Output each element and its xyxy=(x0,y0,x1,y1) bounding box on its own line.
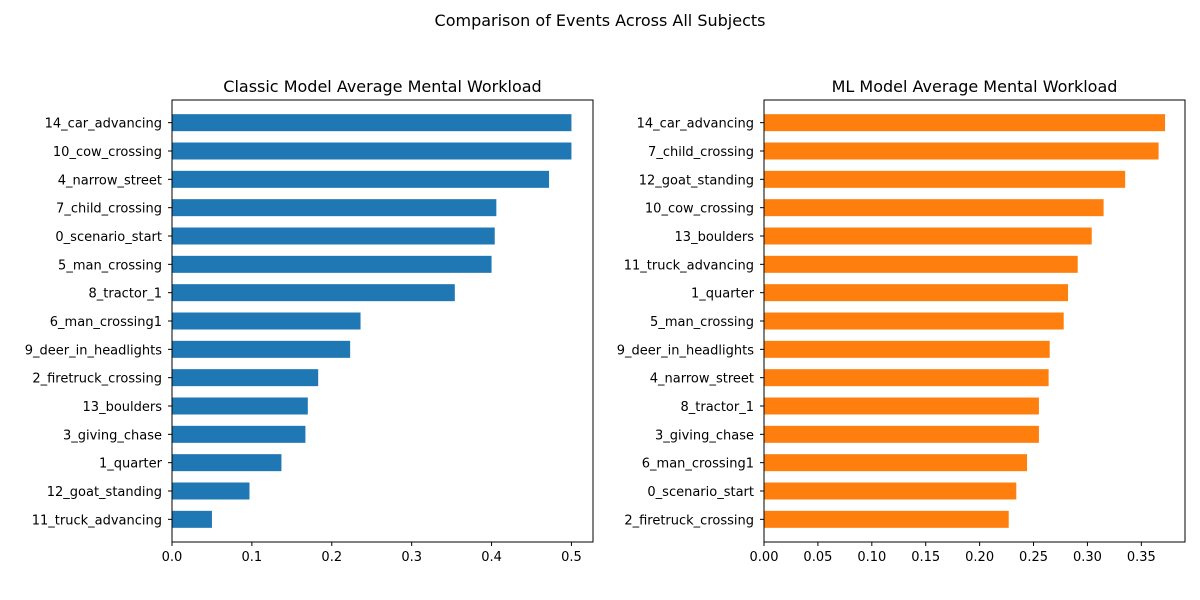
ml-xtick-label: 0.35 xyxy=(1127,550,1156,565)
ml-category-label: 9_deer_in_headlights xyxy=(617,343,754,358)
classic-bar-9_deer_in_headlights xyxy=(172,340,351,358)
ml-category-label: 3_giving_chase xyxy=(655,428,754,443)
ml-bar-5_man_crossing xyxy=(764,312,1064,330)
classic-category-label: 2_firetruck_crossing xyxy=(32,372,162,387)
classic-category-label: 3_giving_chase xyxy=(63,428,162,443)
classic-model-chart: Classic Model Average Mental Workload 14_… xyxy=(25,77,594,565)
ml-xtick-label: 0.30 xyxy=(1073,550,1102,565)
classic-category-label: 9_deer_in_headlights xyxy=(25,343,162,358)
figure-suptitle: Comparison of Events Across All Subjects xyxy=(435,11,766,30)
ml-category-label: 2_firetruck_crossing xyxy=(624,513,754,528)
classic-category-label: 4_narrow_street xyxy=(58,173,162,188)
classic-category-label: 11_truck_advancing xyxy=(32,513,162,528)
classic-bar-0_scenario_start xyxy=(172,227,495,245)
ml-category-label: 11_truck_advancing xyxy=(624,258,754,273)
classic-bar-14_car_advancing xyxy=(172,114,572,132)
classic-bar-7_child_crossing xyxy=(172,199,497,217)
ml-bar-0_scenario_start xyxy=(764,482,1017,500)
classic-xtick-label: 0.4 xyxy=(481,550,502,565)
ml-bar-3_giving_chase xyxy=(764,425,1039,443)
classic-bar-8_tractor_1 xyxy=(172,284,455,302)
classic-bar-4_narrow_street xyxy=(172,170,550,188)
ml-category-label: 4_narrow_street xyxy=(650,372,754,387)
classic-bar-1_quarter xyxy=(172,454,282,472)
ml-bar-13_boulders xyxy=(764,227,1092,245)
ml-xtick-label: 0.10 xyxy=(857,550,886,565)
classic-category-label: 5_man_crossing xyxy=(58,258,162,273)
ml-bar-7_child_crossing xyxy=(764,142,1159,160)
ml-category-label: 13_boulders xyxy=(675,230,755,245)
ml-bar-10_cow_crossing xyxy=(764,199,1104,217)
classic-category-label: 6_man_crossing1 xyxy=(50,315,162,330)
ml-category-label: 10_cow_crossing xyxy=(645,202,754,217)
classic-category-label: 0_scenario_start xyxy=(55,230,162,245)
ml-category-label: 7_child_crossing xyxy=(648,145,754,160)
ml-bar-2_firetruck_crossing xyxy=(764,510,1009,528)
ml-category-label: 14_car_advancing xyxy=(637,117,754,132)
classic-chart-title: Classic Model Average Mental Workload xyxy=(223,77,541,96)
classic-category-label: 14_car_advancing xyxy=(45,117,162,132)
ml-bar-6_man_crossing1 xyxy=(764,454,1028,472)
ml-bar-1_quarter xyxy=(764,284,1069,302)
ml-xtick-label: 0.15 xyxy=(911,550,940,565)
classic-bar-3_giving_chase xyxy=(172,425,306,443)
classic-category-label: 13_boulders xyxy=(83,400,163,415)
ml-bar-14_car_advancing xyxy=(764,114,1166,132)
classic-category-label: 1_quarter xyxy=(99,457,163,472)
ml-xtick-label: 0.05 xyxy=(803,550,832,565)
ml-chart-title: ML Model Average Mental Workload xyxy=(832,77,1118,96)
ml-bar-9_deer_in_headlights xyxy=(764,340,1050,358)
ml-xtick-label: 0.00 xyxy=(750,550,779,565)
ml-category-label: 6_man_crossing1 xyxy=(642,457,754,472)
classic-bar-2_firetruck_crossing xyxy=(172,369,319,387)
classic-xtick-label: 0.1 xyxy=(242,550,263,565)
classic-xtick-label: 0.0 xyxy=(162,550,183,565)
classic-category-label: 12_goat_standing xyxy=(47,485,162,500)
ml-bar-8_tractor_1 xyxy=(764,397,1039,415)
classic-category-label: 10_cow_crossing xyxy=(53,145,162,160)
ml-bar-12_goat_standing xyxy=(764,170,1126,188)
classic-xtick-label: 0.2 xyxy=(321,550,342,565)
ml-category-label: 1_quarter xyxy=(691,287,755,302)
classic-xtick-label: 0.3 xyxy=(401,550,422,565)
classic-xtick-label: 0.5 xyxy=(561,550,582,565)
classic-axes-frame xyxy=(171,99,594,543)
classic-bar-5_man_crossing xyxy=(172,255,492,273)
classic-bar-12_goat_standing xyxy=(172,482,250,500)
classic-bar-10_cow_crossing xyxy=(172,142,572,160)
classic-category-label: 7_child_crossing xyxy=(56,202,162,217)
ml-axes-frame xyxy=(763,99,1186,543)
ml-model-chart: ML Model Average Mental Workload 14_car_a… xyxy=(617,77,1186,565)
ml-xtick-label: 0.20 xyxy=(965,550,994,565)
classic-bar-6_man_crossing1 xyxy=(172,312,361,330)
ml-category-label: 8_tractor_1 xyxy=(681,400,755,415)
ml-xtick-label: 0.25 xyxy=(1019,550,1048,565)
classic-bar-11_truck_advancing xyxy=(172,510,212,528)
classic-bar-13_boulders xyxy=(172,397,308,415)
classic-category-label: 8_tractor_1 xyxy=(89,287,163,302)
ml-bar-11_truck_advancing xyxy=(764,255,1078,273)
ml-category-label: 12_goat_standing xyxy=(639,173,754,188)
ml-category-label: 5_man_crossing xyxy=(650,315,754,330)
ml-category-label: 0_scenario_start xyxy=(647,485,754,500)
ml-bar-4_narrow_street xyxy=(764,369,1049,387)
